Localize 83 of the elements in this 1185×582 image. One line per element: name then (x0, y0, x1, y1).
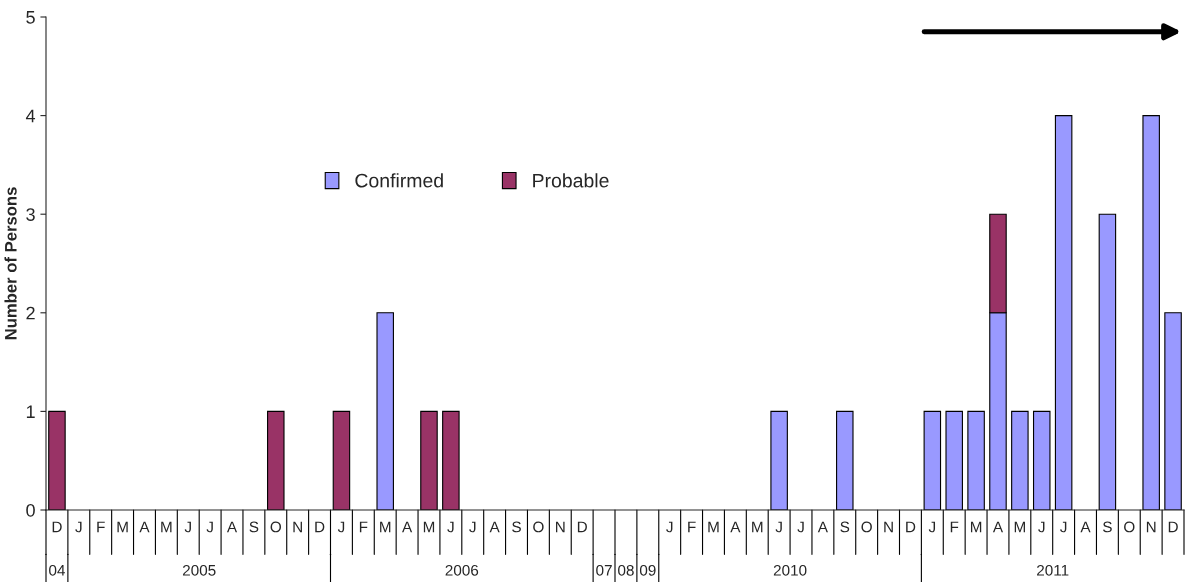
text: 09 (639, 564, 656, 576)
x-tick-label: D (52, 521, 62, 533)
bar (1011, 410, 1029, 510)
bar (1164, 312, 1182, 510)
text: 04 (49, 564, 65, 576)
x-tick-label: D (315, 521, 325, 533)
legend-label: Confirmed (355, 173, 443, 188)
bar (48, 410, 66, 510)
text: 08 (618, 564, 634, 576)
x-tick-label: M (970, 521, 982, 533)
x-tick-label: S (249, 521, 259, 533)
y-tick-label: 0 (26, 503, 35, 517)
bar (923, 410, 942, 510)
x-tick-label: J (337, 521, 345, 533)
x-tick-label: F (359, 521, 368, 533)
bar (770, 410, 788, 510)
bar (1054, 115, 1073, 510)
x-tick-label: S (840, 521, 850, 533)
x-tick-label: O (270, 521, 281, 533)
x-tick-label: J (666, 521, 673, 533)
x-tick-label: A (817, 521, 828, 533)
x-tick-label: J (469, 521, 476, 533)
x-tick-label: A (226, 521, 238, 533)
x-tick-label: M (752, 521, 763, 533)
bar (1032, 410, 1051, 510)
x-tick-label: J (797, 521, 804, 533)
x-tick-label: D (1168, 521, 1178, 533)
x-tick-label: S (1103, 521, 1112, 533)
x-tick-label: M (117, 521, 128, 533)
x-tick-label: D (906, 521, 916, 533)
x-tick-label: F (97, 521, 105, 533)
x-tick-label: S (512, 521, 521, 533)
bar (442, 410, 460, 510)
x-tick-label: N (1146, 521, 1156, 533)
x-tick-label: O (1124, 521, 1135, 533)
x-tick-label: O (533, 521, 544, 533)
text: 07 (596, 564, 612, 576)
bar (1142, 115, 1160, 510)
bar (1098, 213, 1117, 510)
x-tick-label: J (447, 521, 454, 533)
x-tick-label: O (861, 521, 872, 533)
x-tick-label: M (161, 521, 172, 533)
text: 2006 (445, 564, 479, 576)
x-tick-label: J (1060, 521, 1067, 533)
x-tick-label: A (992, 521, 1004, 533)
x-tick-label: M (1014, 521, 1025, 533)
x-tick-label: A (730, 521, 741, 533)
text: 2005 (182, 564, 216, 576)
x-tick-label: A (1080, 521, 1091, 533)
x-tick-label: J (1038, 521, 1045, 533)
y-axis-title: Number of Persons (4, 187, 17, 340)
y-tick-label: 2 (26, 306, 35, 320)
x-tick-label: M (380, 521, 391, 533)
x-tick-label: A (402, 521, 413, 533)
x-tick-label: M (423, 521, 435, 533)
x-tick-label: N (293, 521, 302, 533)
x-tick-label: J (775, 521, 782, 533)
x-tick-label: J (75, 521, 82, 533)
x-tick-label: N (884, 521, 893, 533)
bar (967, 410, 985, 510)
y-tick-label: 5 (26, 11, 35, 24)
bar (836, 410, 854, 510)
x-tick-label: N (556, 521, 565, 533)
x-tick-label: F (688, 521, 696, 533)
text: 2010 (773, 564, 807, 576)
bar (332, 410, 351, 510)
x-tick-label: D (577, 521, 587, 533)
y-tick-label: 4 (25, 109, 36, 123)
legend-label: Probable (533, 173, 609, 188)
x-tick-label: J (206, 521, 213, 533)
bar (420, 410, 438, 510)
bar (945, 410, 963, 510)
bar (376, 312, 394, 510)
bar (267, 410, 285, 510)
x-tick-label: J (184, 521, 191, 533)
text: 2011 (1037, 564, 1069, 576)
y-tick-label: 3 (26, 208, 35, 221)
x-tick-label: A (139, 521, 150, 533)
x-tick-label: M (708, 521, 719, 533)
x-tick-label: F (950, 521, 959, 533)
y-tick-label: 1 (26, 405, 35, 418)
x-tick-label: A (489, 521, 500, 533)
x-tick-label: J (928, 521, 936, 533)
